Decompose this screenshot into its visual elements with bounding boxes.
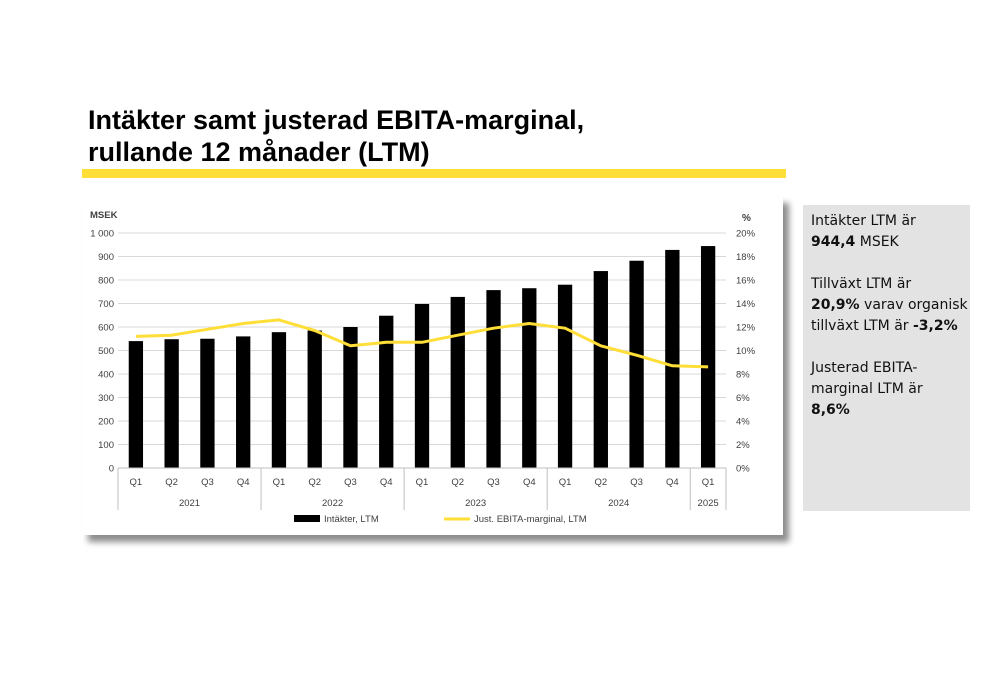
bar-revenue — [271, 332, 287, 468]
y-tick-label-left: 0 — [109, 464, 114, 475]
bar-revenue — [379, 315, 394, 468]
y-tick-label-right: 12% — [736, 323, 756, 334]
x-tick-label: Q1 — [702, 477, 715, 488]
y-tick-label-left: 1 000 — [90, 229, 114, 240]
year-label: 2024 — [608, 498, 629, 509]
legend-label-margin: Just. EBITA-marginal, LTM — [474, 514, 587, 525]
x-tick-label: Q4 — [666, 477, 679, 488]
year-label: 2025 — [698, 498, 719, 509]
y-tick-label-left: 600 — [98, 323, 114, 334]
x-tick-label: Q2 — [594, 477, 607, 488]
bar-revenue — [164, 339, 179, 468]
accent-rule — [82, 169, 786, 178]
title-line-1: Intäkter samt justerad EBITA-marginal, — [88, 105, 585, 135]
revenue-margin-chart: 0 0% 100 2% 200 4% 300 6% 400 8% 500 10% 600 12% 700 14… — [90, 210, 756, 525]
y-tick-label-left: 400 — [98, 370, 114, 381]
y-tick-label-left: 300 — [98, 393, 114, 404]
bar-revenue — [557, 284, 573, 468]
x-tick-label: Q1 — [130, 477, 143, 488]
y-axis-label-left: MSEK — [90, 210, 118, 221]
kpi-revenue: Intäkter LTM är 944,4 MSEK — [811, 211, 970, 253]
y-tick-label-left: 200 — [98, 417, 114, 428]
bar-revenue — [665, 249, 680, 468]
y-tick-label-right: 4% — [736, 417, 750, 428]
y-tick-label-right: 6% — [736, 393, 750, 404]
kpi-growth-text: Tillväxt LTM är — [811, 276, 912, 292]
bar-revenue — [700, 246, 716, 468]
bar-revenue — [343, 327, 358, 468]
kpi-margin-value: 8,6% — [811, 402, 850, 418]
y-tick-label-right: 18% — [736, 252, 756, 263]
x-tick-label: Q2 — [451, 477, 464, 488]
y-tick-label-left: 100 — [98, 440, 114, 451]
y-tick-label-left: 800 — [98, 276, 114, 287]
y-tick-label-left: 700 — [98, 299, 114, 310]
bar-revenue — [593, 271, 608, 468]
y-tick-label-right: 8% — [736, 370, 750, 381]
y-tick-label-right: 20% — [736, 229, 756, 240]
bar-revenue — [200, 338, 215, 468]
y-axis-label-right: % — [742, 213, 751, 224]
y-tick-label-right: 16% — [736, 276, 756, 287]
x-tick-label: Q3 — [201, 477, 214, 488]
y-tick-label-right: 10% — [736, 346, 756, 357]
kpi-margin: Justerad EBITA-marginal LTM är 8,6% — [811, 358, 970, 421]
year-label: 2023 — [465, 498, 486, 509]
line-ebita-margin — [135, 318, 709, 369]
kpi-revenue-value: 944,4 — [811, 234, 856, 250]
x-tick-label: Q3 — [487, 477, 500, 488]
y-tick-label-right: 2% — [736, 440, 750, 451]
bar-revenue — [486, 290, 501, 468]
x-tick-label: Q4 — [380, 477, 393, 488]
kpi-revenue-text: Intäkter LTM är — [811, 213, 916, 229]
bar-revenue — [629, 260, 644, 468]
kpi-growth-value: 20,9% — [811, 297, 860, 313]
bar-revenue — [128, 341, 144, 468]
y-tick-label-left: 900 — [98, 252, 114, 263]
kpi-revenue-unit: MSEK — [855, 234, 899, 250]
kpi-organic-growth-value: -3,2% — [913, 318, 958, 334]
x-tick-label: Q2 — [308, 477, 321, 488]
x-tick-label: Q1 — [559, 477, 572, 488]
kpi-panel: Intäkter LTM är 944,4 MSEK Tillväxt LTM … — [803, 205, 970, 511]
bar-revenue — [522, 288, 537, 468]
x-tick-label: Q2 — [165, 477, 178, 488]
title-line-2: rullande 12 månader (LTM) — [88, 137, 430, 167]
y-tick-label-left: 500 — [98, 346, 114, 357]
x-tick-label: Q1 — [273, 477, 286, 488]
kpi-margin-text: Justerad EBITA-marginal LTM är — [811, 360, 923, 397]
bar-revenue — [450, 296, 465, 468]
year-label: 2022 — [322, 498, 343, 509]
kpi-growth-text2: varav organisk tillväxt LTM är — [811, 297, 968, 334]
y-tick-label-right: 14% — [736, 299, 756, 310]
legend-swatch-revenue — [294, 515, 320, 522]
bar-revenue — [307, 330, 322, 468]
chart-panel: 0 0% 100 2% 200 4% 300 6% 400 8% 500 10% 600 12% 700 14… — [82, 196, 783, 535]
kpi-growth: Tillväxt LTM är 20,9% varav organisk til… — [811, 274, 970, 337]
bar-revenue — [236, 336, 251, 468]
x-tick-label: Q3 — [630, 477, 643, 488]
x-tick-label: Q4 — [523, 477, 536, 488]
legend-label-revenue: Intäkter, LTM — [324, 514, 379, 525]
x-tick-label: Q1 — [416, 477, 429, 488]
x-tick-label: Q3 — [344, 477, 357, 488]
page-title: Intäkter samt justerad EBITA-marginal, r… — [88, 104, 788, 168]
x-tick-label: Q4 — [237, 477, 250, 488]
y-tick-label-right: 0% — [736, 464, 750, 475]
year-label: 2021 — [179, 498, 200, 509]
bar-revenue — [414, 303, 430, 468]
